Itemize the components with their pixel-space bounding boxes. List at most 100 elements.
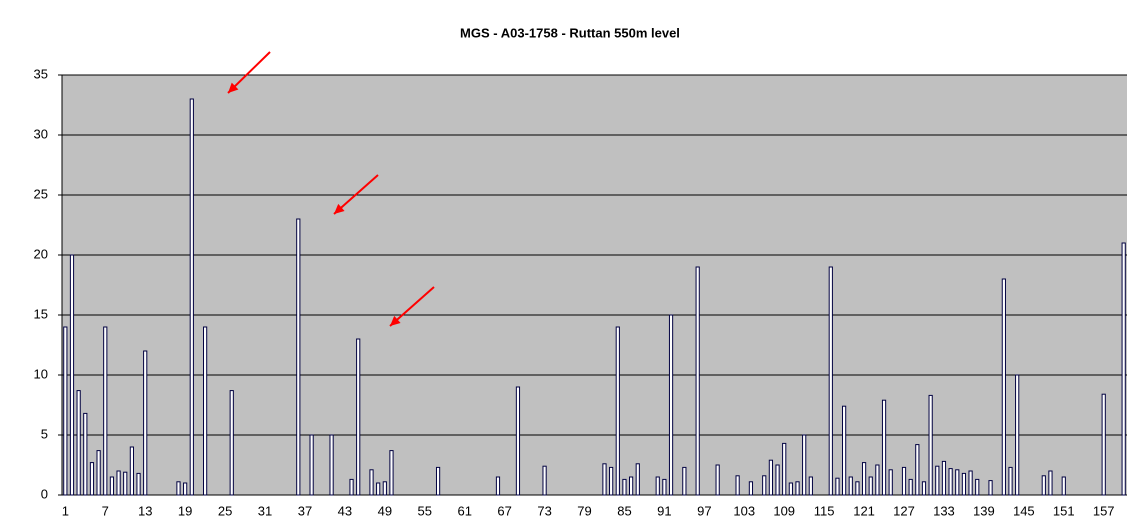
bar <box>136 472 141 496</box>
bar <box>795 481 800 496</box>
bar <box>855 481 860 496</box>
y-tick-label: 5 <box>41 426 48 441</box>
bar <box>83 412 88 496</box>
bar <box>369 469 374 496</box>
x-tick-label: 151 <box>1053 503 1075 518</box>
bar <box>183 482 188 496</box>
bar <box>748 481 754 496</box>
x-tick-label: 37 <box>298 503 312 518</box>
bar <box>309 434 314 496</box>
bar <box>941 460 947 496</box>
x-tick-label: 85 <box>617 503 631 518</box>
bar <box>376 482 381 496</box>
bar <box>828 266 833 496</box>
y-tick-label: 0 <box>41 486 48 501</box>
y-tick-label: 20 <box>34 246 48 261</box>
x-tick-label: 73 <box>537 503 551 518</box>
bar <box>961 472 967 496</box>
bar <box>968 470 973 496</box>
bar <box>735 475 740 496</box>
bar <box>189 98 194 496</box>
bar <box>808 476 813 496</box>
x-tick-label: 13 <box>138 503 152 518</box>
bar <box>1001 278 1006 496</box>
bar <box>921 481 927 496</box>
bar <box>668 314 674 496</box>
bar <box>89 462 95 496</box>
plot-area <box>62 75 1127 495</box>
y-tick-label: 10 <box>34 366 48 381</box>
x-tick-label: 91 <box>657 503 671 518</box>
bar <box>103 326 108 496</box>
x-tick-label: 25 <box>218 503 232 518</box>
x-tick-label: 97 <box>697 503 711 518</box>
bar <box>1061 476 1066 496</box>
x-tick-label: 145 <box>1013 503 1035 518</box>
bar <box>123 471 128 496</box>
chart-title: MGS - A03-1758 - Ruttan 550m level <box>460 25 680 40</box>
bar <box>881 399 887 496</box>
bar <box>63 326 68 496</box>
x-tick-label: 103 <box>733 503 755 518</box>
x-tick-label: 67 <box>497 503 511 518</box>
bar <box>948 468 953 496</box>
bar <box>389 450 394 496</box>
x-tick-label: 133 <box>933 503 955 518</box>
arrow-head <box>390 315 401 326</box>
x-tick-label: 61 <box>457 503 471 518</box>
bar <box>1101 393 1106 496</box>
bar <box>622 478 627 496</box>
x-tick-label: 109 <box>773 503 795 518</box>
bar <box>908 478 913 496</box>
bar <box>96 450 101 496</box>
y-tick-label: 15 <box>34 306 48 321</box>
bar <box>435 466 441 496</box>
x-tick-label: 127 <box>893 503 915 518</box>
bar <box>382 481 387 496</box>
bar <box>662 478 667 496</box>
bar <box>229 390 234 496</box>
bar <box>715 464 720 496</box>
bar <box>988 480 993 496</box>
bar <box>768 459 773 496</box>
bar <box>602 463 607 496</box>
y-tick-label: 25 <box>34 186 48 201</box>
bar <box>935 465 940 496</box>
bar <box>356 338 361 496</box>
x-tick-label: 1 <box>62 503 69 518</box>
x-tick-label: 49 <box>378 503 392 518</box>
bar <box>788 482 793 496</box>
bar <box>901 466 907 496</box>
x-tick-label: 55 <box>418 503 432 518</box>
bar <box>762 475 767 496</box>
x-tick-label: 115 <box>814 503 835 518</box>
bar <box>888 469 893 496</box>
arrow-head <box>228 82 239 93</box>
bar <box>515 386 521 496</box>
bar <box>76 390 81 496</box>
bar <box>868 476 873 496</box>
bar <box>775 464 780 496</box>
bar <box>848 476 853 496</box>
x-tick-label: 19 <box>178 503 192 518</box>
arrow-head <box>334 203 345 214</box>
bar <box>861 462 867 496</box>
bar <box>955 469 960 496</box>
bar <box>875 464 880 496</box>
bar <box>143 350 148 496</box>
bar <box>629 476 634 496</box>
bar <box>1048 470 1053 496</box>
bar <box>928 394 933 496</box>
bar <box>975 478 980 496</box>
bar <box>1008 466 1013 496</box>
bar <box>915 444 920 496</box>
bar <box>782 442 787 496</box>
bar <box>842 405 847 496</box>
bar <box>176 481 181 496</box>
x-tick-label: 7 <box>102 503 109 518</box>
bar <box>1041 475 1046 496</box>
bar <box>296 218 301 496</box>
bar <box>349 478 354 496</box>
bar <box>1121 242 1126 496</box>
